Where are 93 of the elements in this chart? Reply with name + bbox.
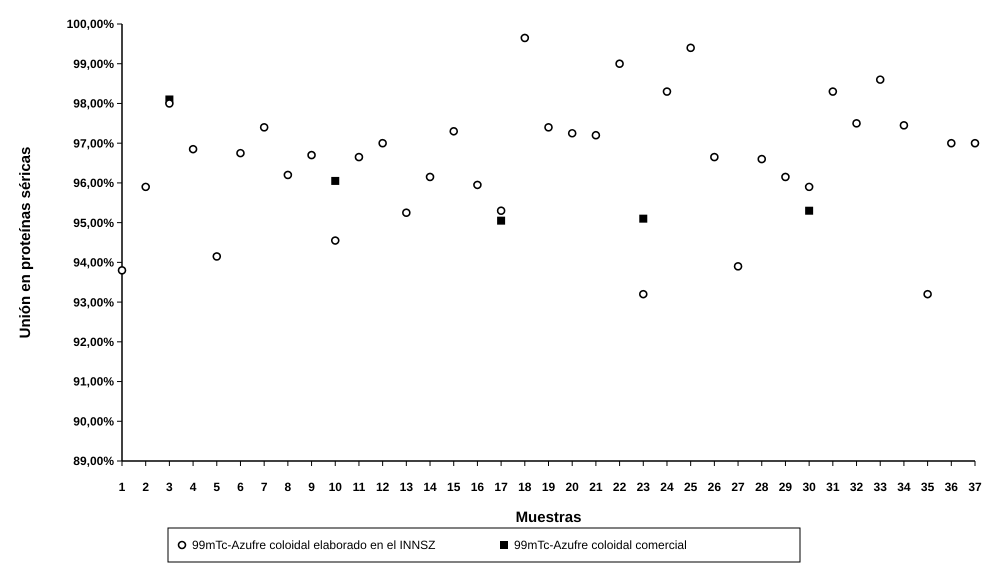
y-tick-label: 98,00% xyxy=(73,96,114,111)
point xyxy=(188,144,198,154)
point xyxy=(781,172,790,182)
point xyxy=(212,252,222,261)
x-tick-label: 11 xyxy=(352,480,366,494)
x-tick-label: 16 xyxy=(470,480,484,494)
x-tick-label: 32 xyxy=(850,480,864,494)
point xyxy=(354,152,364,162)
point xyxy=(402,208,411,218)
point xyxy=(307,150,316,160)
point xyxy=(378,138,387,148)
point xyxy=(710,152,719,162)
point xyxy=(473,180,482,190)
point xyxy=(923,290,932,298)
legend-label: 99mTc-Azufre coloidal elaborado en el INNSZ xyxy=(192,538,436,552)
point xyxy=(804,182,814,192)
x-tick-label: 14 xyxy=(423,480,438,494)
x-tick-label: 31 xyxy=(826,480,840,494)
x-tick-label: 23 xyxy=(636,480,650,494)
x-tick-label: 25 xyxy=(684,480,698,494)
x-tick-label: 34 xyxy=(897,480,911,494)
point xyxy=(734,262,742,271)
point xyxy=(828,87,838,96)
point xyxy=(260,122,268,132)
x-tick-label: 27 xyxy=(731,480,746,494)
x-tick-label: 29 xyxy=(778,480,792,494)
point xyxy=(852,119,861,128)
x-tick-label: 36 xyxy=(944,480,958,494)
point xyxy=(568,128,576,138)
x-tick-label: 19 xyxy=(542,480,556,494)
point xyxy=(236,148,245,158)
x-tick-label: 13 xyxy=(400,480,414,494)
y-axis-title: Unión en proteínas séricas xyxy=(17,146,34,338)
point xyxy=(141,182,150,192)
point xyxy=(331,176,340,185)
point xyxy=(947,138,956,148)
x-axis-title: Muestras xyxy=(516,509,582,526)
x-tick-label: 17 xyxy=(494,480,508,494)
point xyxy=(520,34,530,42)
x-tick-label: 10 xyxy=(328,480,342,494)
point xyxy=(970,138,980,148)
y-tick-label: 95,00% xyxy=(73,216,114,230)
y-tick-label: 89,00% xyxy=(73,454,114,468)
x-tick-label: 15 xyxy=(447,480,461,494)
x-tick-label: 12 xyxy=(376,480,390,494)
x-tick-label: 35 xyxy=(920,480,935,494)
x-tick-label: 4 xyxy=(190,480,197,494)
x-tick-label: 9 xyxy=(308,480,316,494)
point xyxy=(757,154,766,164)
y-tick-label: 92,00% xyxy=(73,335,114,350)
point xyxy=(805,206,814,215)
point xyxy=(876,75,885,84)
y-tick-label: 100,00% xyxy=(66,17,114,32)
x-tick-label: 22 xyxy=(612,480,627,494)
x-tick-label: 7 xyxy=(260,480,268,494)
point xyxy=(686,44,695,52)
point xyxy=(284,170,292,180)
point xyxy=(592,130,600,140)
point xyxy=(544,122,553,132)
x-tick-label: 8 xyxy=(284,480,292,494)
point xyxy=(638,290,648,298)
point xyxy=(496,206,506,216)
x-tick-label: 6 xyxy=(237,480,244,494)
x-tick-label: 33 xyxy=(874,480,888,494)
x-tick-label: 18 xyxy=(518,480,532,494)
point xyxy=(662,87,672,96)
point xyxy=(615,59,624,68)
point xyxy=(449,126,458,136)
y-tick-label: 94,00% xyxy=(73,256,114,270)
point xyxy=(639,214,648,223)
x-tick-label: 28 xyxy=(755,480,769,494)
x-tick-label: 1 xyxy=(118,480,126,494)
x-tick-label: 21 xyxy=(589,480,603,494)
point xyxy=(118,266,126,275)
point xyxy=(497,216,506,225)
y-tick-label: 96,00% xyxy=(73,176,114,190)
x-tick-label: 26 xyxy=(708,480,722,494)
x-tick-label: 5 xyxy=(213,480,220,494)
y-tick-label: 97,00% xyxy=(73,136,114,150)
x-tick-label: 24 xyxy=(660,480,674,494)
x-tick-label: 30 xyxy=(802,480,816,494)
legend-label: 99mTc-Azufre coloidal comercial xyxy=(514,538,687,552)
point xyxy=(426,172,434,182)
point xyxy=(330,236,340,245)
y-tick-label: 93,00% xyxy=(73,295,114,310)
y-tick-label: 91,00% xyxy=(73,374,114,389)
point xyxy=(900,121,908,130)
x-tick-label: 3 xyxy=(166,480,174,494)
y-tick-label: 90,00% xyxy=(73,414,114,428)
x-tick-label: 37 xyxy=(968,480,982,494)
x-tick-label: 20 xyxy=(566,480,580,494)
y-tick-label: 99,00% xyxy=(73,56,114,71)
x-tick-label: 2 xyxy=(142,480,150,494)
